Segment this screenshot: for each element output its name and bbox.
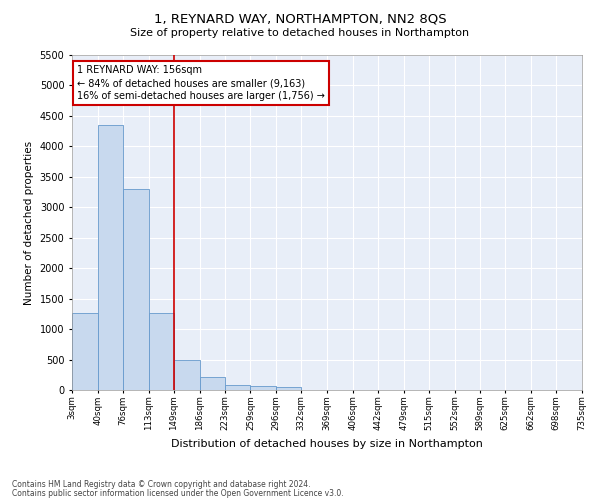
Bar [123,189,149,390]
Text: Contains HM Land Registry data © Crown copyright and database right 2024.: Contains HM Land Registry data © Crown c… [12,480,311,489]
Bar [250,386,276,390]
Bar [98,125,123,390]
Bar [174,360,199,390]
Bar [225,384,250,390]
Bar [276,386,301,390]
Y-axis label: Number of detached properties: Number of detached properties [24,140,34,304]
Text: Contains public sector information licensed under the Open Government Licence v3: Contains public sector information licen… [12,488,344,498]
Bar [149,312,174,390]
Text: 1, REYNARD WAY, NORTHAMPTON, NN2 8QS: 1, REYNARD WAY, NORTHAMPTON, NN2 8QS [154,12,446,26]
Bar [72,314,98,390]
Bar [199,376,225,390]
X-axis label: Distribution of detached houses by size in Northampton: Distribution of detached houses by size … [171,439,483,449]
Text: Size of property relative to detached houses in Northampton: Size of property relative to detached ho… [130,28,470,38]
Text: 1 REYNARD WAY: 156sqm
← 84% of detached houses are smaller (9,163)
16% of semi-d: 1 REYNARD WAY: 156sqm ← 84% of detached … [77,65,325,102]
